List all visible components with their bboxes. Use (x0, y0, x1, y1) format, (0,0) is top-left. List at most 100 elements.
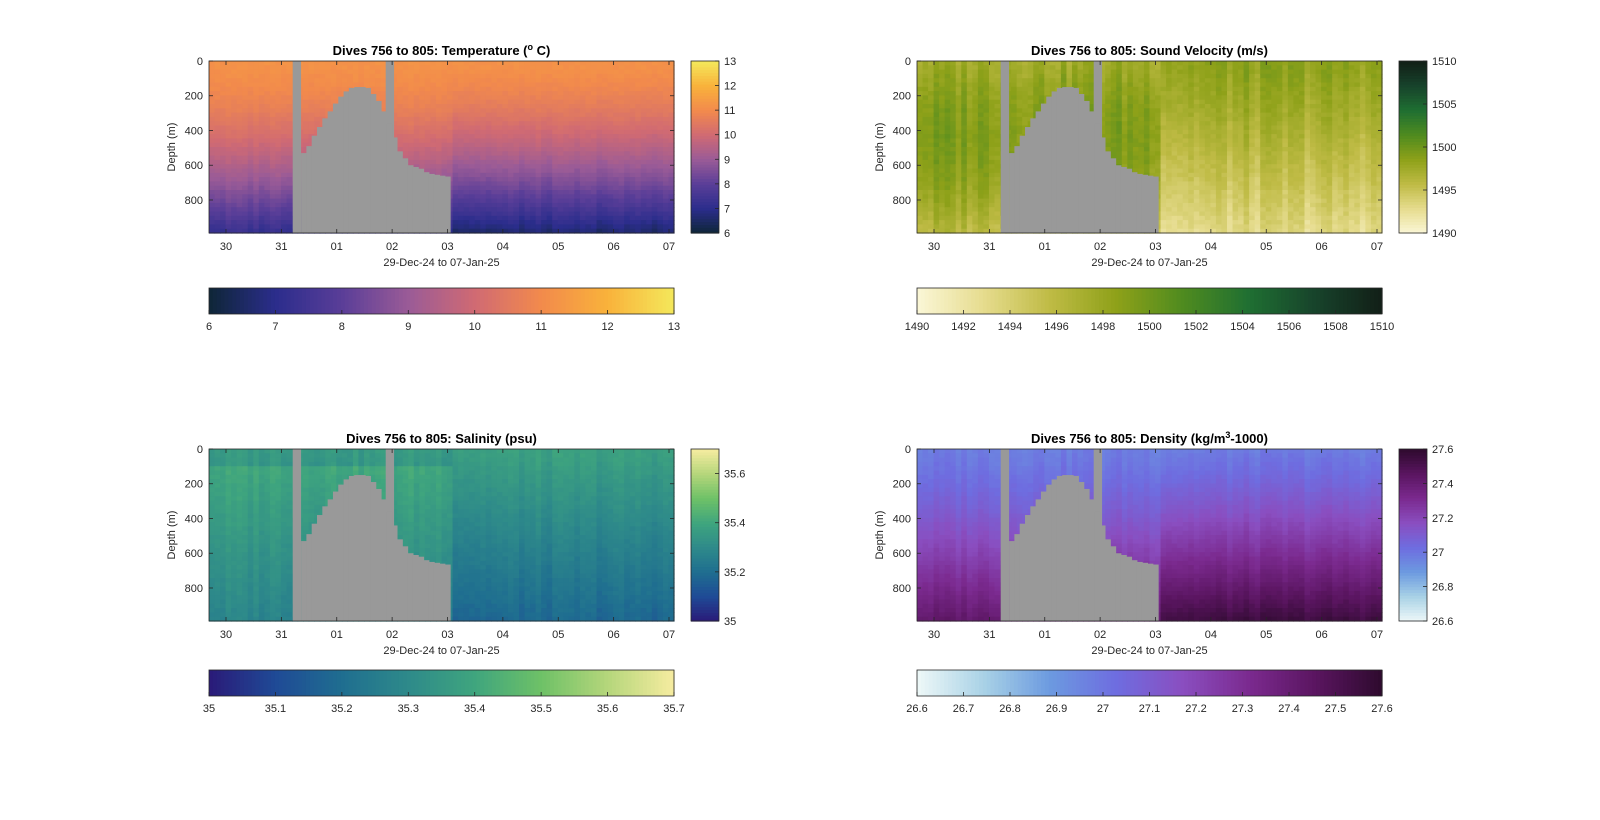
heatmap-cell (641, 70, 647, 75)
heatmap-cell (934, 91, 940, 96)
heatmap-cell (469, 61, 475, 66)
heatmap-cell (536, 194, 542, 199)
heatmap-cell (967, 83, 973, 88)
heatmap-cell (491, 108, 497, 113)
heatmap-cell (978, 121, 984, 126)
heatmap-cell (226, 108, 232, 113)
heatmap-cell (569, 143, 575, 148)
heatmap-cell (972, 151, 978, 156)
heatmap-cell (453, 83, 459, 88)
heatmap-cell (956, 65, 962, 70)
heatmap-cell (923, 70, 929, 75)
heatmap-cell (983, 164, 989, 169)
heatmap-cell (475, 83, 481, 88)
heatmap-cell (259, 199, 265, 204)
heatmap-cell (591, 134, 597, 139)
heatmap-cell (552, 181, 558, 186)
heatmap-cell (226, 70, 232, 75)
heatmap-cell (580, 147, 586, 152)
heatmap-cell (309, 126, 315, 131)
heatmap-cell (597, 143, 603, 148)
heatmap-cell (635, 134, 641, 139)
colorbar-segment (624, 288, 628, 314)
heatmap-cell (630, 74, 636, 79)
heatmap-cell (956, 177, 962, 182)
heatmap-cell (486, 177, 492, 182)
heatmap-cell (353, 74, 359, 79)
heatmap-cell (657, 126, 663, 131)
heatmap-cell (253, 220, 259, 225)
heatmap-cell (414, 134, 420, 139)
heatmap-cell (525, 108, 531, 113)
heatmap-cell (253, 104, 259, 109)
heatmap-cell (950, 160, 956, 165)
colorbar-segment (577, 288, 581, 314)
heatmap-cell (591, 164, 597, 169)
heatmap-cell (281, 177, 287, 182)
heatmap-cell (630, 173, 636, 178)
heatmap-cell (630, 169, 636, 174)
heatmap-cell (995, 78, 1001, 83)
heatmap-cell (414, 151, 420, 156)
heatmap-cell (215, 121, 221, 126)
heatmap-cell (275, 207, 281, 212)
heatmap-cell (945, 203, 951, 208)
heatmap-cell (1083, 87, 1089, 92)
heatmap-cell (270, 203, 276, 208)
heatmap-cell (995, 87, 1001, 92)
heatmap-cell (652, 104, 658, 109)
heatmap-cell (945, 100, 951, 105)
heatmap-cell (558, 91, 564, 96)
heatmap-cell (558, 203, 564, 208)
heatmap-cell (458, 156, 464, 161)
heatmap-cell (408, 130, 414, 135)
heatmap-cell (475, 130, 481, 135)
heatmap-cell (259, 104, 265, 109)
heatmap-cell (1011, 134, 1017, 139)
heatmap-cell (923, 104, 929, 109)
heatmap-cell (552, 83, 558, 88)
heatmap-cell (945, 61, 951, 66)
heatmap-cell (480, 186, 486, 191)
colorbar-tick-label: 9 (724, 154, 730, 166)
heatmap-cell (469, 100, 475, 105)
heatmap-cell (585, 104, 591, 109)
heatmap-cell (995, 203, 1001, 208)
heatmap-cell (253, 74, 259, 79)
heatmap-cell (436, 104, 442, 109)
heatmap-cell (513, 216, 519, 221)
heatmap-cell (945, 91, 951, 96)
heatmap-cell (491, 169, 497, 174)
heatmap-cell (364, 61, 370, 66)
heatmap-cell (956, 113, 962, 118)
heatmap-cell (242, 190, 248, 195)
heatmap-cell (237, 108, 243, 113)
heatmap-cell (419, 134, 425, 139)
heatmap-cell (220, 169, 226, 174)
heatmap-cell (983, 169, 989, 174)
heatmap-cell (281, 203, 287, 208)
heatmap-cell (635, 190, 641, 195)
heatmap-cell (961, 138, 967, 143)
heatmap-cell (331, 78, 337, 83)
heatmap-cell (585, 126, 591, 131)
heatmap-cell (630, 95, 636, 100)
heatmap-cell (558, 194, 564, 199)
heatmap-cell (635, 177, 641, 182)
heatmap-cell (967, 65, 973, 70)
heatmap-cell (983, 134, 989, 139)
heatmap-cell (956, 181, 962, 186)
heatmap-cell (436, 147, 442, 152)
heatmap-cell (502, 113, 508, 118)
heatmap-cell (491, 87, 497, 92)
heatmap-cell (663, 151, 669, 156)
heatmap-cell (270, 87, 276, 92)
heatmap-cell (430, 143, 436, 148)
heatmap-cell (419, 61, 425, 66)
heatmap-cell (646, 70, 652, 75)
heatmap-cell (513, 134, 519, 139)
heatmap-cell (934, 181, 940, 186)
heatmap-cell (619, 104, 625, 109)
heatmap-cell (425, 134, 431, 139)
heatmap-cell (934, 78, 940, 83)
